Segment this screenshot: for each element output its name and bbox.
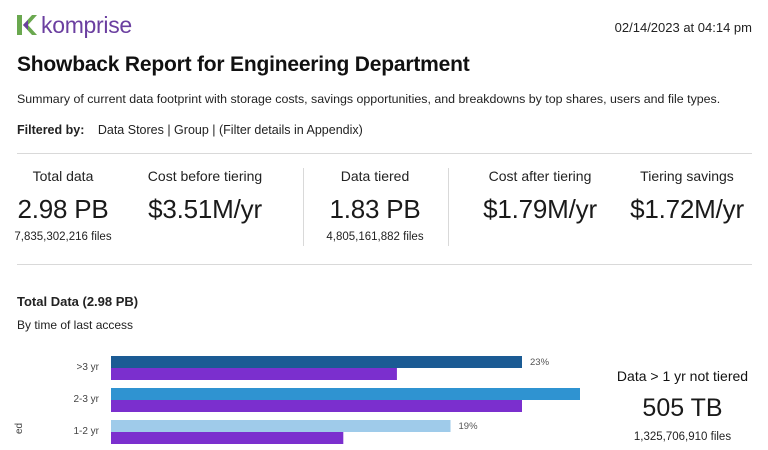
filter-bar: Filtered by: Data Stores | Group | (Filt…	[17, 123, 363, 137]
not-tiered-label: Data > 1 yr not tiered	[616, 368, 749, 384]
metric-sub: 7,835,302,216 files	[14, 231, 112, 243]
metric-data-tiered: Data tiered 1.83 PB 4,805,161,882 files	[315, 168, 435, 243]
category-label: 2-3 yr	[73, 394, 99, 405]
metric-cost-before: Cost before tiering $3.51M/yr	[135, 168, 275, 225]
bar-value-label: 19%	[459, 421, 479, 432]
report-timestamp: 02/14/2023 at 04:14 pm	[614, 20, 752, 35]
metric-label: Tiering savings	[640, 168, 734, 184]
chart-subtitle: By time of last access	[17, 318, 134, 332]
category-label: >3 yr	[76, 362, 99, 373]
metric-value: 2.98 PB	[17, 194, 109, 224]
metric-cost-after: Cost after tiering $1.79M/yr	[470, 168, 610, 225]
metric-value: 1.83 PB	[329, 194, 421, 224]
bar-tiered	[111, 400, 522, 412]
category-label: 1-2 yr	[73, 426, 99, 437]
metrics-divider	[448, 168, 449, 246]
filter-label: Filtered by:	[17, 123, 85, 137]
not-tiered-stat: Data > 1 yr not tiered 505 TB 1,325,706,…	[600, 368, 765, 443]
not-tiered-files: 1,325,706,910 files	[633, 431, 732, 443]
not-tiered-value: 505 TB	[642, 394, 723, 422]
komprise-logo: komprise	[17, 13, 132, 37]
divider-bottom	[17, 264, 752, 265]
metrics-divider	[303, 168, 304, 246]
metric-total-data: Total data 2.98 PB 7,835,302,216 files	[8, 168, 118, 243]
komprise-logo-icon	[17, 15, 37, 35]
metric-label: Cost before tiering	[147, 168, 263, 184]
divider-top	[17, 153, 752, 154]
bar-tiered	[111, 432, 344, 444]
metric-value: $1.79M/yr	[483, 194, 597, 224]
report-summary: Summary of current data footprint with s…	[17, 92, 721, 106]
metric-value: $1.72M/yr	[630, 194, 744, 224]
metrics-row: Total data 2.98 PB 7,835,302,216 files C…	[0, 168, 768, 258]
page-title: Showback Report for Engineering Departme…	[17, 53, 470, 76]
metric-value: $3.51M/yr	[148, 194, 262, 224]
metric-label: Cost after tiering	[488, 168, 592, 184]
logo-text: komprise	[41, 12, 132, 38]
bar-total	[111, 388, 580, 400]
chart-axis-title: ed	[14, 422, 25, 434]
bar-total	[111, 420, 451, 432]
bar-tiered	[111, 368, 397, 380]
metric-label: Total data	[32, 168, 94, 184]
metric-label: Data tiered	[340, 168, 410, 184]
bar-value-label: 23%	[530, 357, 550, 368]
chart-title: Total Data (2.98 PB)	[17, 294, 139, 309]
metric-sub: 4,805,161,882 files	[326, 231, 424, 243]
metric-tiering-savings: Tiering savings $1.72M/yr	[617, 168, 757, 225]
bar-total	[111, 356, 522, 368]
filter-value: Data Stores | Group | (Filter details in…	[97, 123, 363, 137]
